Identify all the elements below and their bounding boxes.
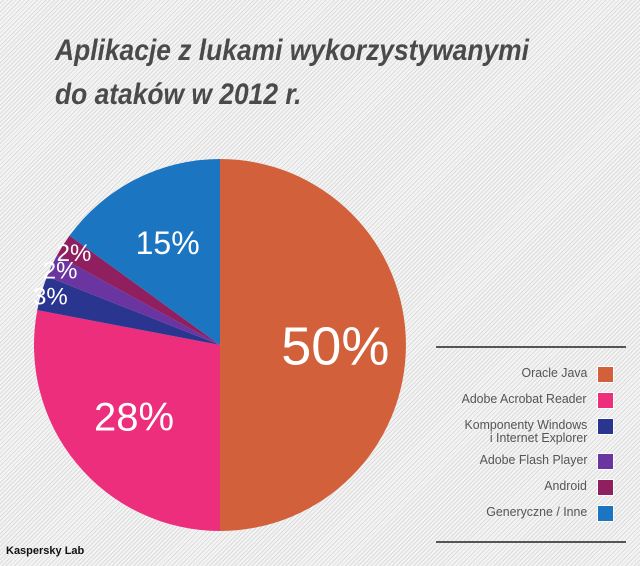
legend-swatch	[597, 418, 614, 435]
legend-item: Generyczne / Inne	[436, 505, 626, 522]
pie-slice	[57, 235, 220, 345]
legend-label: Komponenty Windows i Internet Explorer	[464, 417, 587, 445]
legend-item: Adobe Flash Player	[436, 453, 626, 470]
pie-slice	[34, 310, 221, 531]
legend-swatch	[597, 505, 614, 522]
pie-slice	[47, 255, 221, 345]
slice-label: 3%	[33, 283, 68, 310]
legend-swatch	[597, 366, 614, 383]
legend-label: Oracle Java	[521, 365, 587, 380]
slice-label: 50%	[281, 316, 389, 376]
slice-label: 15%	[136, 225, 200, 261]
legend-item: Komponenty Windows i Internet Explorer	[436, 418, 626, 444]
slice-label: 2%	[57, 240, 92, 267]
legend-label: Adobe Flash Player	[479, 452, 587, 467]
legend-label: Android	[544, 478, 587, 493]
legend-item: Adobe Acrobat Reader	[436, 392, 626, 409]
chart-title-line-2: do ataków w 2012 r.	[55, 78, 302, 111]
pie-slice	[220, 159, 406, 531]
slice-label: 2%	[43, 257, 78, 284]
brand-label: Kaspersky Lab	[6, 545, 85, 557]
legend-label: Adobe Acrobat Reader	[462, 391, 587, 406]
slice-label: 28%	[94, 396, 174, 440]
pie-slice	[69, 159, 220, 345]
legend-swatch	[597, 392, 614, 409]
legend-item: Android	[436, 479, 626, 496]
pie-slice	[37, 276, 220, 345]
legend-item: Oracle Java	[436, 366, 626, 383]
chart-title-line-1: Aplikacje z lukami wykorzystywanymi	[55, 34, 529, 67]
legend: Oracle Java Adobe Acrobat Reader Komponent…	[436, 346, 626, 543]
legend-swatch	[597, 479, 614, 496]
legend-label: Generyczne / Inne	[486, 504, 587, 519]
legend-swatch	[597, 453, 614, 470]
